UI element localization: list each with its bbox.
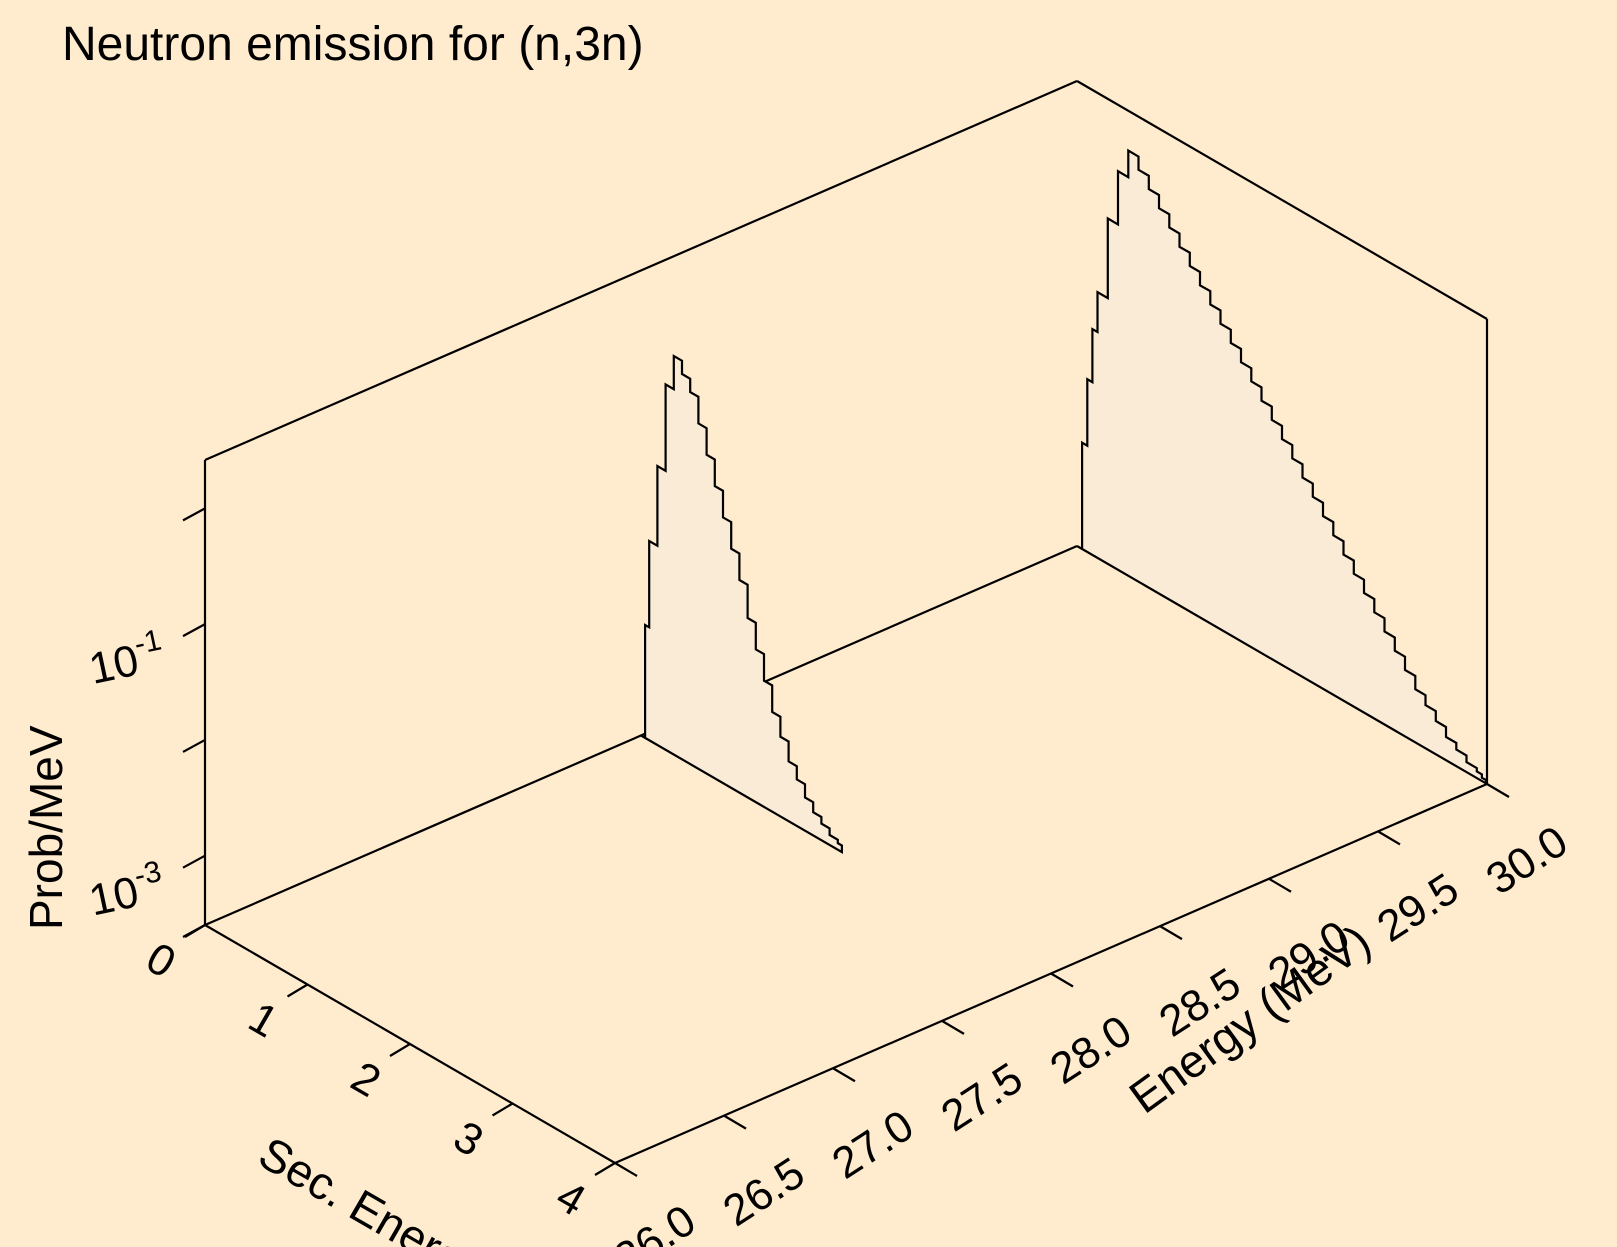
x-tick-label: 0 [138,933,184,988]
y-tick-label: 27.5 [933,1054,1032,1142]
z-tick-mark [182,623,206,638]
spectrum-slice-30 [1076,148,1488,786]
y-tick-mark [832,1067,856,1083]
frame-right-top [1076,80,1488,320]
y-tick-mark [1159,925,1183,941]
x-tick-label: 4 [548,1171,594,1226]
y-tick-label: 30.0 [1478,817,1577,905]
y-tick-label: 27.0 [824,1101,923,1189]
y-tick-mark [1377,830,1401,846]
z-tick-exponent: -3 [131,855,164,893]
z-tick-mark [182,854,206,869]
x-tick-mark [594,1162,616,1176]
spectrum-slices [640,148,1488,855]
y-tick-label: 29.5 [1369,864,1468,952]
z-tick-exponent: -1 [131,623,164,661]
z-tick-mark [182,738,206,753]
frame-back-top [204,79,1078,462]
x-tick-mark [491,1102,514,1117]
y-tick-mark [1268,877,1292,893]
x-tick-label: 3 [446,1112,492,1167]
y-tick-mark [723,1114,747,1130]
z-tick-mark [182,924,206,938]
z-axis-label: Prob/MeV [20,725,72,930]
x-tick-label: 2 [343,1052,389,1107]
x-tick-label: 1 [241,993,287,1048]
z-tick-base: 10 [85,636,143,694]
chart-title: Neutron emission for (n,3n) [62,18,644,71]
z-tick-label: 10-3 [83,855,169,926]
y-tick-mark [1486,783,1510,798]
z-tick-mark [182,507,206,522]
z-tick-base: 10 [85,867,143,925]
z-tick-label: 10-1 [83,623,169,694]
y-tick-label: 26.5 [715,1148,814,1236]
x-tick-mark [389,1043,411,1057]
y-tick-mark [614,1162,638,1177]
x-tick-mark [286,983,309,998]
y-axis-energy: 26.026.527.027.528.028.529.029.530.0Ener… [606,783,1577,1247]
spectrum-slice-28 [640,354,844,855]
y-tick-mark [1050,972,1074,988]
y-tick-mark [941,1019,965,1035]
y-tick-label: 26.0 [606,1196,705,1247]
